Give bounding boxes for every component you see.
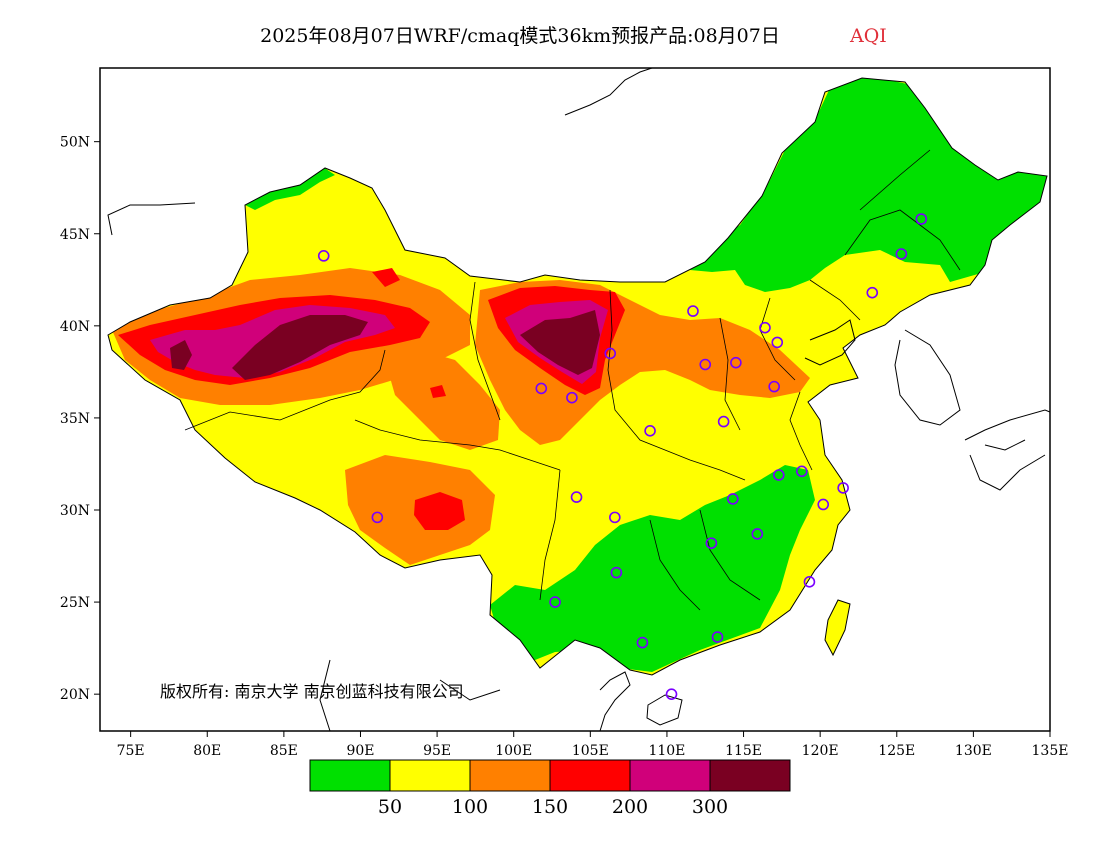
y-tick-label: 30N — [60, 503, 90, 519]
station-marker — [768, 380, 780, 393]
x-tick-label: 80E — [193, 743, 221, 759]
japan-coast — [964, 409, 1051, 491]
station-marker — [772, 469, 785, 481]
legend-label: 200 — [612, 796, 648, 818]
aqi-zone-red-tibet — [414, 492, 465, 530]
y-tick-label: 20N — [60, 687, 90, 703]
map-axes: 75E 80E 85E 90E 95E 100E 105E 110E 115E 120E 125E 1… — [60, 135, 1069, 759]
y-tick-label: 50N — [60, 135, 90, 151]
x-tick-label: 135E — [1032, 743, 1069, 759]
y-tick-label: 40N — [60, 319, 90, 335]
legend-label: 150 — [532, 796, 568, 818]
station-marker — [610, 566, 623, 579]
legend-label: 100 — [452, 796, 488, 818]
x-tick-label: 120E — [802, 743, 839, 759]
legend-swatch — [469, 759, 551, 792]
x-tick-label: 75E — [117, 743, 145, 759]
station-marker — [699, 358, 712, 371]
station-marker — [817, 498, 830, 511]
boundaries — [107, 77, 1048, 726]
station-marker — [317, 250, 330, 262]
x-tick-label: 85E — [270, 743, 298, 759]
station-marker — [866, 286, 879, 299]
map-frame — [99, 67, 1051, 732]
station-marker — [665, 688, 678, 700]
legend-label: 300 — [692, 796, 728, 818]
station-marker — [609, 511, 621, 524]
station-marker — [549, 596, 561, 608]
aqi-zone-maroon-west — [170, 340, 192, 370]
x-tick-label: 130E — [955, 743, 992, 759]
station-marker — [895, 248, 908, 260]
station-marker — [566, 391, 578, 404]
aqi-zone-orange-qinghai — [385, 350, 500, 450]
x-tick-label: 100E — [495, 743, 532, 759]
station-marker — [371, 511, 384, 524]
legend-swatch — [629, 759, 711, 792]
station-marker — [687, 305, 699, 317]
station-markers — [317, 213, 928, 700]
y-tick-label: 25N — [60, 595, 90, 611]
x-tick-label: 95E — [423, 743, 451, 759]
station-marker — [535, 382, 548, 395]
hainan — [646, 694, 683, 726]
station-marker — [604, 347, 617, 360]
legend-label: 50 — [378, 796, 402, 818]
station-marker — [837, 482, 849, 494]
coastlines — [107, 67, 1051, 732]
y-tick-label: 45N — [60, 227, 90, 243]
legend-swatch — [389, 759, 471, 792]
legend-swatch — [309, 759, 391, 792]
legend-swatch — [709, 759, 791, 792]
bohai-coast — [804, 319, 856, 366]
province-lines — [184, 149, 961, 611]
station-marker — [727, 493, 739, 505]
station-marker — [759, 321, 771, 334]
x-tick-label: 105E — [572, 743, 609, 759]
copyright-text: 版权所有: 南京大学 南京创蓝科技有限公司 — [160, 682, 464, 701]
x-tick-label: 110E — [648, 743, 685, 759]
aqi-legend: 50 100 150 200 300 — [309, 759, 791, 818]
station-marker — [915, 213, 928, 225]
china-border — [107, 77, 1048, 676]
station-marker — [570, 491, 583, 503]
korea-coast — [894, 329, 961, 426]
x-tick-label: 90E — [346, 743, 374, 759]
station-marker — [795, 465, 808, 478]
aqi-zone-red-north-spot — [372, 268, 400, 287]
station-marker — [644, 425, 656, 437]
legend-swatch — [549, 759, 631, 792]
x-tick-label: 115E — [725, 743, 762, 759]
map-title: 2025年08月07日WRF/cmaq模式36km预报产品:08月07日 — [260, 25, 780, 47]
aqi-zone-red-qaidam-spot — [430, 385, 446, 398]
aqi-zone-maroon-tarim — [232, 315, 368, 380]
station-marker — [771, 336, 784, 349]
station-marker — [636, 636, 649, 649]
station-marker — [803, 576, 816, 588]
x-tick-label: 125E — [878, 743, 915, 759]
station-marker — [730, 356, 742, 369]
aqi-zone-green-northeast — [690, 78, 1047, 292]
aqi-zone-green-south — [490, 465, 815, 672]
southeast-asia-coast — [319, 659, 631, 732]
russia-north — [107, 67, 653, 236]
station-marker — [717, 415, 730, 428]
taiwan — [824, 599, 851, 657]
variable-label: AQI — [849, 25, 887, 47]
aqi-zone-maroon-alxa — [520, 310, 600, 375]
y-tick-label: 35N — [60, 411, 90, 427]
station-marker — [751, 528, 764, 540]
station-marker — [705, 537, 718, 549]
station-marker — [711, 631, 724, 643]
